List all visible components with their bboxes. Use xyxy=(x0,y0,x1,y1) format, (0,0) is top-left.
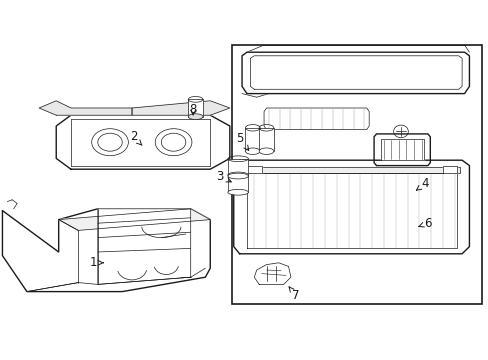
Polygon shape xyxy=(132,101,229,115)
Ellipse shape xyxy=(227,173,248,179)
Ellipse shape xyxy=(245,148,260,154)
Polygon shape xyxy=(233,160,468,254)
Polygon shape xyxy=(246,166,261,173)
Ellipse shape xyxy=(259,148,273,154)
Ellipse shape xyxy=(155,129,192,156)
Polygon shape xyxy=(98,209,190,284)
Polygon shape xyxy=(442,166,456,173)
Bar xyxy=(259,128,273,151)
Polygon shape xyxy=(2,209,210,292)
Bar xyxy=(227,159,248,176)
Text: 6: 6 xyxy=(418,217,431,230)
Ellipse shape xyxy=(227,189,248,195)
Polygon shape xyxy=(242,52,468,94)
Text: 5: 5 xyxy=(235,132,248,150)
Polygon shape xyxy=(250,56,461,89)
Ellipse shape xyxy=(393,125,407,138)
Text: 3: 3 xyxy=(216,170,231,183)
Text: 4: 4 xyxy=(415,177,428,190)
Polygon shape xyxy=(246,167,459,173)
Bar xyxy=(232,45,481,304)
Polygon shape xyxy=(56,115,229,169)
Text: 7: 7 xyxy=(288,287,299,302)
Polygon shape xyxy=(59,209,210,230)
Polygon shape xyxy=(381,139,424,160)
Polygon shape xyxy=(246,173,456,248)
Polygon shape xyxy=(39,101,132,115)
Bar xyxy=(245,128,260,151)
Bar xyxy=(227,175,248,192)
Polygon shape xyxy=(264,108,368,130)
Polygon shape xyxy=(373,134,429,166)
Ellipse shape xyxy=(188,114,203,120)
Bar xyxy=(188,99,203,117)
Text: 2: 2 xyxy=(129,130,142,145)
Ellipse shape xyxy=(92,129,128,156)
Polygon shape xyxy=(254,263,290,284)
Text: 8: 8 xyxy=(189,103,197,116)
Text: 1: 1 xyxy=(90,256,103,269)
